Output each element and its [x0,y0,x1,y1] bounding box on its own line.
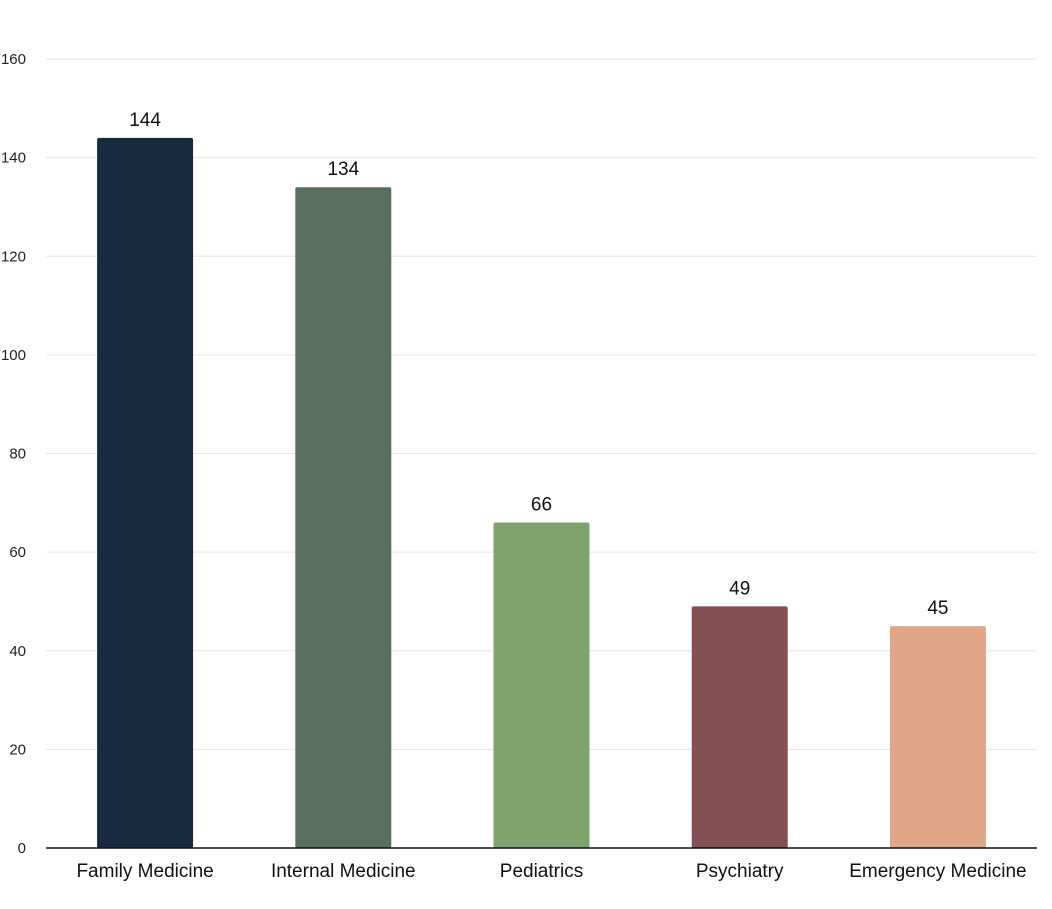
data-label: 49 [729,578,750,599]
y-tick-label: 60 [9,544,26,561]
x-tick-label: Internal Medicine [271,861,416,882]
y-tick-label: 100 [1,347,26,364]
data-label: 144 [129,110,161,131]
bar-emergency-medicine [889,626,986,848]
bar-psychiatry [691,606,788,848]
y-tick-label: 20 [9,741,26,758]
y-tick-label: 120 [1,248,26,265]
x-tick-label: Psychiatry [696,861,784,882]
bars [97,137,986,848]
x-tick-label: Family Medicine [76,861,213,882]
data-label: 134 [327,159,359,180]
data-labels: 144 134 66 49 45 [129,110,948,619]
y-tick-label: 140 [1,150,26,167]
bar-pediatrics [493,522,590,848]
data-label: 45 [927,598,948,619]
y-tick-label: 160 [1,51,26,68]
x-tick-label: Pediatrics [500,861,583,882]
x-axis-ticks: Family Medicine Internal Medicine Pediatri… [76,861,1026,882]
bar-internal-medicine [295,187,392,848]
bar-family-medicine [97,137,194,848]
y-tick-label: 80 [9,446,26,463]
data-label: 66 [531,495,552,516]
y-tick-label: 0 [18,840,26,857]
y-tick-label: 40 [9,643,26,660]
x-tick-label: Emergency Medicine [849,861,1026,882]
y-axis-ticks: 0 20 40 60 80 100 120 140 160 [1,51,26,857]
